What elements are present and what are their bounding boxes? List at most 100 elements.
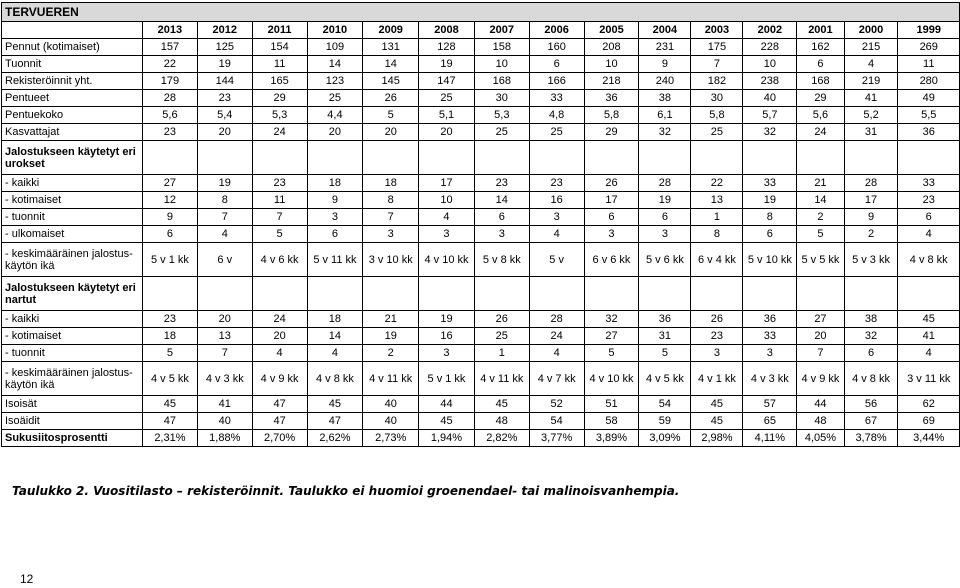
value-cell: 17 bbox=[418, 174, 475, 192]
value-cell: 2,82% bbox=[473, 429, 530, 447]
value-cell: 5,8 bbox=[690, 106, 744, 124]
value-cell: 182 bbox=[690, 72, 744, 90]
value-cell: 4 bbox=[843, 55, 899, 73]
row-label: - kaikki bbox=[1, 174, 143, 192]
registration-statistics-table: TERVUEREN 2013 2012 2011 2010 2009 2008 2007 200… bbox=[1, 2, 960, 447]
value-cell: 20 bbox=[362, 123, 420, 141]
value-cell: 23 bbox=[690, 327, 744, 345]
value-cell: 9 bbox=[638, 55, 692, 73]
value-cell bbox=[142, 140, 198, 175]
value-cell bbox=[196, 276, 253, 311]
value-cell: 26 bbox=[473, 310, 530, 328]
value-cell: 28 bbox=[843, 174, 899, 192]
value-cell: 228 bbox=[742, 38, 798, 56]
table-row: Pentueet 28 23 29 25 26 25 30 33 36 38 30 40 29 41 49 bbox=[1, 89, 960, 107]
value-cell: 14 bbox=[473, 191, 530, 209]
value-cell: 16 bbox=[528, 191, 585, 209]
value-cell: 41 bbox=[196, 395, 253, 413]
value-cell: 48 bbox=[473, 412, 530, 430]
value-cell: 168 bbox=[796, 72, 845, 90]
value-cell: 9 bbox=[843, 208, 899, 226]
table-row: - kaikki 27 19 23 18 18 17 23 23 26 28 22 33 21 28 33 bbox=[1, 174, 960, 192]
value-cell: 9 bbox=[142, 208, 198, 226]
value-cell: 2,73% bbox=[362, 429, 420, 447]
value-cell: 11 bbox=[251, 191, 308, 209]
value-cell: 33 bbox=[742, 174, 798, 192]
value-cell: 49 bbox=[897, 89, 960, 107]
value-cell: 179 bbox=[142, 72, 198, 90]
value-cell: 36 bbox=[742, 310, 798, 328]
value-cell: 14 bbox=[362, 55, 420, 73]
value-cell: 54 bbox=[528, 412, 585, 430]
value-cell bbox=[362, 276, 420, 311]
value-cell: 36 bbox=[897, 123, 960, 141]
row-label: Pentuekoko bbox=[1, 106, 143, 124]
value-cell: 29 bbox=[251, 89, 308, 107]
value-cell bbox=[796, 276, 845, 311]
value-cell: 12 bbox=[142, 191, 198, 209]
value-cell: 4 v 9 kk bbox=[796, 361, 845, 396]
value-cell: 238 bbox=[742, 72, 798, 90]
table-row: - keskimääräinen jalostus-käytön ikä 5 v … bbox=[1, 242, 960, 277]
table-row: Tuonnit 22 19 11 14 14 19 10 6 10 9 7 10 6 4 11 bbox=[1, 55, 960, 73]
value-cell: 47 bbox=[306, 412, 364, 430]
value-cell: 5,6 bbox=[142, 106, 198, 124]
value-cell bbox=[306, 276, 364, 311]
value-cell: 131 bbox=[362, 38, 420, 56]
value-cell: 231 bbox=[638, 38, 692, 56]
value-cell: 45 bbox=[142, 395, 198, 413]
value-cell bbox=[362, 140, 420, 175]
value-cell bbox=[142, 276, 198, 311]
value-cell: 23 bbox=[528, 174, 585, 192]
value-cell: 5,7 bbox=[742, 106, 798, 124]
section-header-row: Jalostukseen käytetyt eri urokset bbox=[1, 140, 960, 175]
value-cell: 7 bbox=[196, 344, 253, 362]
value-cell: 21 bbox=[796, 174, 845, 192]
value-cell: 240 bbox=[638, 72, 692, 90]
value-cell: 27 bbox=[583, 327, 640, 345]
value-cell bbox=[251, 140, 308, 175]
value-cell: 4 v 8 kk bbox=[897, 242, 960, 277]
table-row: - tuonnit 9 7 7 3 7 4 6 3 6 6 1 8 2 9 6 bbox=[1, 208, 960, 226]
table-row: Pentuekoko 5,6 5,4 5,3 4,4 5 5,1 5,3 4,8 5,8 6,1 5,… bbox=[1, 106, 960, 124]
value-cell: 4 v 11 kk bbox=[362, 361, 420, 396]
value-cell: 6 v 4 kk bbox=[690, 242, 744, 277]
value-cell: 6 bbox=[473, 208, 530, 226]
value-cell: 218 bbox=[583, 72, 640, 90]
year-header-cell: 2005 bbox=[583, 21, 640, 39]
value-cell: 3 bbox=[742, 344, 798, 362]
value-cell: 17 bbox=[843, 191, 899, 209]
value-cell: 13 bbox=[196, 327, 253, 345]
value-cell: 5,6 bbox=[796, 106, 845, 124]
value-cell bbox=[843, 276, 899, 311]
value-cell: 59 bbox=[638, 412, 692, 430]
value-cell: 23 bbox=[142, 310, 198, 328]
year-header-cell: 2000 bbox=[843, 21, 899, 39]
value-cell: 56 bbox=[843, 395, 899, 413]
value-cell: 9 bbox=[306, 191, 364, 209]
table-row: - tuonnit 5 7 4 4 2 3 1 4 5 5 3 3 7 6 4 bbox=[1, 344, 960, 362]
value-cell: 27 bbox=[796, 310, 845, 328]
value-cell: 128 bbox=[418, 38, 475, 56]
year-header-cell: 1999 bbox=[897, 21, 960, 39]
year-header-cell: 2010 bbox=[306, 21, 364, 39]
value-cell: 5,3 bbox=[251, 106, 308, 124]
value-cell: 3,78% bbox=[843, 429, 899, 447]
value-cell: 21 bbox=[362, 310, 420, 328]
value-cell: 25 bbox=[306, 89, 364, 107]
value-cell: 5,3 bbox=[473, 106, 530, 124]
year-header-cell: 2012 bbox=[196, 21, 253, 39]
value-cell: 41 bbox=[897, 327, 960, 345]
value-cell: 2 bbox=[796, 208, 845, 226]
value-cell: 25 bbox=[418, 89, 475, 107]
value-cell: 28 bbox=[528, 310, 585, 328]
table-title: TERVUEREN bbox=[1, 2, 960, 22]
value-cell bbox=[473, 140, 530, 175]
value-cell: 162 bbox=[796, 38, 845, 56]
value-cell: 47 bbox=[142, 412, 198, 430]
value-cell: 6 v 6 kk bbox=[583, 242, 640, 277]
table-row: Isoäidit 47 40 47 47 40 45 48 54 58 59 45 65 48 67 69 bbox=[1, 412, 960, 430]
value-cell: 208 bbox=[583, 38, 640, 56]
value-cell: 11 bbox=[897, 55, 960, 73]
row-label: Jalostukseen käytetyt eri urokset bbox=[1, 140, 143, 175]
